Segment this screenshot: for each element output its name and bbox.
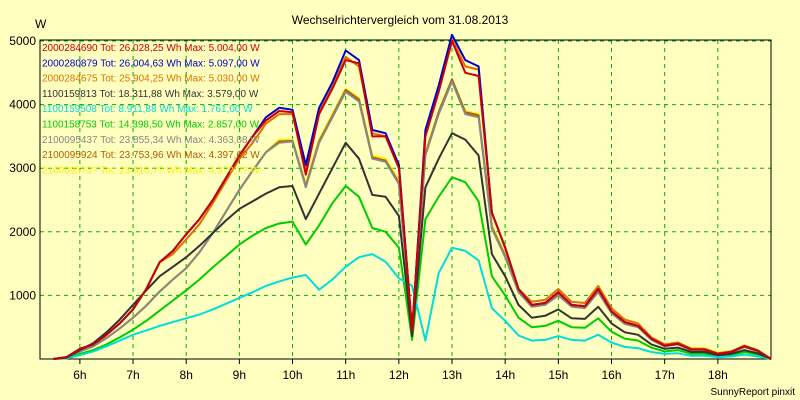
- x-tick-label: 12h: [389, 368, 409, 382]
- chart-title: Wechselrichtervergleich vom 31.08.2013: [292, 13, 509, 27]
- y-tick-label: 4000: [9, 98, 36, 112]
- x-tick-label: 10h: [283, 368, 303, 382]
- legend: 2000284690 Tot: 26.028,25 Wh Max: 5.004,…: [42, 43, 260, 176]
- legend-entry: 1100158753 Tot: 14.398,50 Wh Max: 2.857,…: [42, 120, 260, 131]
- x-tick-label: 7h: [126, 368, 139, 382]
- grid: [40, 40, 771, 359]
- legend-entry: 2100095924 Tot: 23.753,96 Wh Max: 4.397,…: [42, 150, 260, 161]
- y-tick-label: 5000: [9, 34, 36, 48]
- series-line: [53, 38, 772, 360]
- x-tick-label: 6h: [73, 368, 86, 382]
- series-line: [53, 246, 772, 360]
- y-tick-label: 3000: [9, 161, 36, 175]
- x-tick-label: 13h: [442, 368, 462, 382]
- y-axis-label: W: [35, 17, 47, 31]
- x-tick-label: 14h: [495, 368, 515, 382]
- legend-entry: 2000284690 Tot: 26.028,25 Wh Max: 5.004,…: [42, 43, 260, 54]
- x-tick-labels: 6h 7h 8h 9h 10h 11h 12h 13h 14h 15h 16h 17h 18h: [73, 359, 728, 382]
- x-tick-label: 8h: [180, 368, 193, 382]
- series-line: [53, 176, 772, 360]
- x-tick-label: 11h: [336, 368, 355, 382]
- legend-entry: 2000284675 Tot: 25.904,25 Wh Max: 5.030,…: [42, 74, 260, 85]
- y-tick-label: 2000: [9, 225, 36, 239]
- legend-entry: 2100095437 Tot: 23.855,34 Wh Max: 4.363,…: [42, 135, 260, 146]
- x-tick-label: 9h: [233, 368, 246, 382]
- series-line: [53, 132, 772, 360]
- legend-entry: 1100159813 Tot: 18.311,88 Wh Max: 3.579,…: [42, 89, 259, 100]
- x-tick-label: 16h: [601, 368, 621, 382]
- legend-entry: 1100159508 Tot: 8.911,88 Wh Max: 1.761,0…: [42, 104, 253, 115]
- legend-entry: 2100095?3? Tot: 23.910,?? Wh Max: 4.3??,…: [42, 165, 260, 176]
- series-lines: [53, 33, 772, 360]
- y-tick-labels: 1000 2000 3000 4000 5000: [9, 34, 36, 302]
- series-line: [53, 40, 772, 360]
- plot-area: [39, 39, 772, 360]
- credit-text: SunnyReport pinxit: [711, 387, 796, 398]
- x-tick-label: 18h: [708, 368, 728, 382]
- x-tick-label: 17h: [655, 368, 675, 382]
- y-tick-label: 1000: [9, 288, 36, 302]
- legend-entry: 2000280879 Tot: 26.004,63 Wh Max: 5.097,…: [42, 58, 260, 69]
- x-tick-label: 15h: [548, 368, 568, 382]
